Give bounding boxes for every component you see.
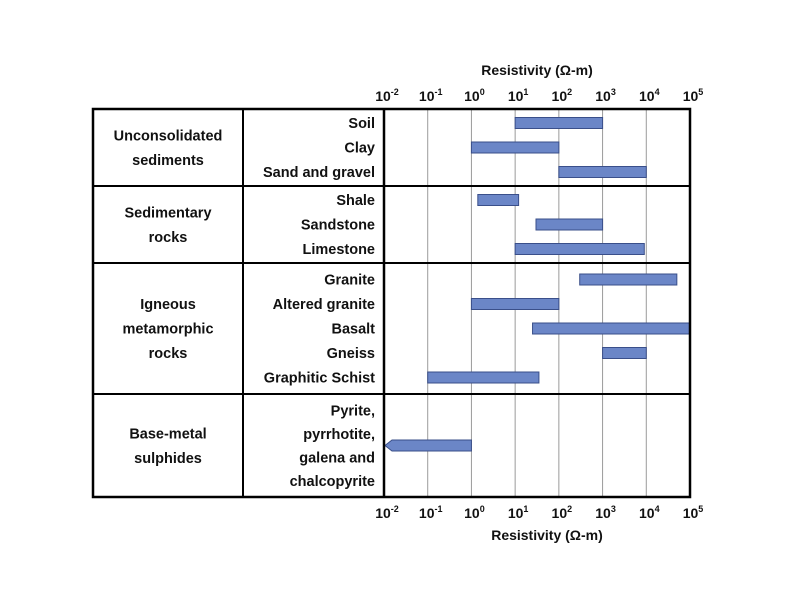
category-label-1-0-line-0: Shale (336, 193, 375, 209)
bars (384, 117, 691, 452)
bottom-tick-7: 105 (683, 504, 704, 521)
top-tick-6: 104 (639, 87, 660, 104)
bottom-tick-base: 10 (552, 505, 568, 521)
top-tick-exponent: -2 (391, 87, 399, 97)
table-frame (91, 107, 692, 499)
category-label-3-0-line-1: pyrrhotite, (303, 427, 375, 443)
category-label-2-3-line-0: Gneiss (327, 346, 375, 362)
top-tick-exponent: 4 (655, 87, 660, 97)
bottom-tick-base: 10 (464, 505, 480, 521)
bottom-tick-exponent: -2 (391, 504, 399, 514)
category-label-2-4-line-0: Graphitic Schist (264, 371, 375, 387)
category-label-1-2-line-0: Limestone (302, 242, 375, 258)
top-tick-base: 10 (683, 88, 699, 104)
category-label-3-0-line-3: chalcopyrite (290, 474, 375, 490)
top-tick-2: 100 (464, 87, 485, 104)
category-label-2-2-line-0: Basalt (331, 322, 375, 338)
bottom-tick-exponent: 2 (567, 504, 572, 514)
group-label-3-line-0: Base-metal (129, 426, 206, 442)
category-label-3-0-line-2: galena and (299, 450, 375, 466)
group-label-1-line-1: rocks (149, 230, 188, 246)
bottom-tick-base: 10 (419, 505, 435, 521)
range-bar-2-2 (532, 322, 691, 335)
top-axis-title: Resistivity (Ω-m) (481, 62, 593, 78)
bottom-tick-0: 10-2 (375, 504, 399, 521)
group-label-0-line-1: sediments (132, 153, 204, 169)
bottom-tick-exponent: 1 (523, 504, 528, 514)
category-label-0-2-line-0: Sand and gravel (263, 165, 375, 181)
group-label-2-line-2: rocks (149, 346, 188, 362)
top-tick-base: 10 (419, 88, 435, 104)
range-bar-2-0 (579, 273, 678, 286)
bottom-tick-6: 104 (639, 504, 660, 521)
bottom-tick-4: 102 (552, 504, 573, 521)
group-label-3-line-1: sulphides (134, 451, 202, 467)
bottom-tick-exponent: 3 (611, 504, 616, 514)
group-label-1-line-0: Sedimentary (124, 205, 211, 221)
top-tick-exponent: 1 (523, 87, 528, 97)
range-bar-1-1 (535, 218, 604, 231)
bottom-axis-title: Resistivity (Ω-m) (491, 527, 603, 543)
top-tick-exponent: 5 (698, 87, 703, 97)
range-bar-0-2 (558, 166, 647, 178)
outer-border (91, 107, 692, 499)
top-tick-0: 10-2 (375, 87, 399, 104)
bottom-tick-base: 10 (683, 505, 699, 521)
range-bar-2-3 (602, 347, 647, 359)
top-tick-exponent: 3 (611, 87, 616, 97)
top-tick-exponent: -1 (434, 87, 442, 97)
bottom-tick-2: 100 (464, 504, 485, 521)
category-label-2-1-line-0: Altered granite (273, 297, 375, 313)
range-bar-1-2 (514, 243, 645, 255)
top-tick-base: 10 (552, 88, 568, 104)
top-tick-exponent: 0 (480, 87, 485, 97)
bottom-tick-exponent: 4 (655, 504, 660, 514)
top-tick-7: 105 (683, 87, 704, 104)
range-bar-0-0 (514, 117, 604, 129)
range-bar-2-4 (427, 371, 540, 384)
top-tick-3: 101 (508, 87, 529, 104)
top-tick-5: 103 (595, 87, 616, 104)
range-bar-0-1 (470, 141, 560, 154)
range-bar-1-0 (477, 194, 520, 206)
axis-ticks: 10-210-210-110-1100100101101102102103103… (375, 87, 703, 521)
top-tick-base: 10 (508, 88, 524, 104)
top-tick-base: 10 (464, 88, 480, 104)
category-label-3-0-line-0: Pyrite, (331, 403, 375, 419)
top-tick-4: 102 (552, 87, 573, 104)
range-bar-3-0 (384, 439, 472, 452)
top-tick-base: 10 (595, 88, 611, 104)
top-tick-base: 10 (375, 88, 391, 104)
bottom-tick-base: 10 (595, 505, 611, 521)
bottom-tick-exponent: -1 (434, 504, 442, 514)
category-label-0-0-line-0: Soil (348, 116, 375, 132)
top-tick-exponent: 2 (567, 87, 572, 97)
group-label-2-line-0: Igneous (140, 297, 196, 313)
category-label-0-1-line-0: Clay (344, 141, 375, 157)
category-label-1-1-line-0: Sandstone (301, 218, 375, 234)
bottom-tick-3: 101 (508, 504, 529, 521)
top-tick-1: 10-1 (419, 87, 443, 104)
bottom-tick-1: 10-1 (419, 504, 443, 521)
bottom-tick-base: 10 (375, 505, 391, 521)
category-label-2-0-line-0: Granite (324, 273, 375, 289)
group-label-2-line-1: metamorphic (122, 322, 213, 338)
row-labels: Unconsolidated sediments Soil Clay Sand and … (114, 116, 376, 490)
bottom-tick-base: 10 (508, 505, 524, 521)
group-label-0-line-0: Unconsolidated (114, 128, 223, 144)
bottom-tick-exponent: 5 (698, 504, 703, 514)
bottom-tick-base: 10 (639, 505, 655, 521)
bottom-tick-exponent: 0 (480, 504, 485, 514)
bottom-tick-5: 103 (595, 504, 616, 521)
range-bar-2-1 (470, 298, 560, 310)
top-tick-base: 10 (639, 88, 655, 104)
